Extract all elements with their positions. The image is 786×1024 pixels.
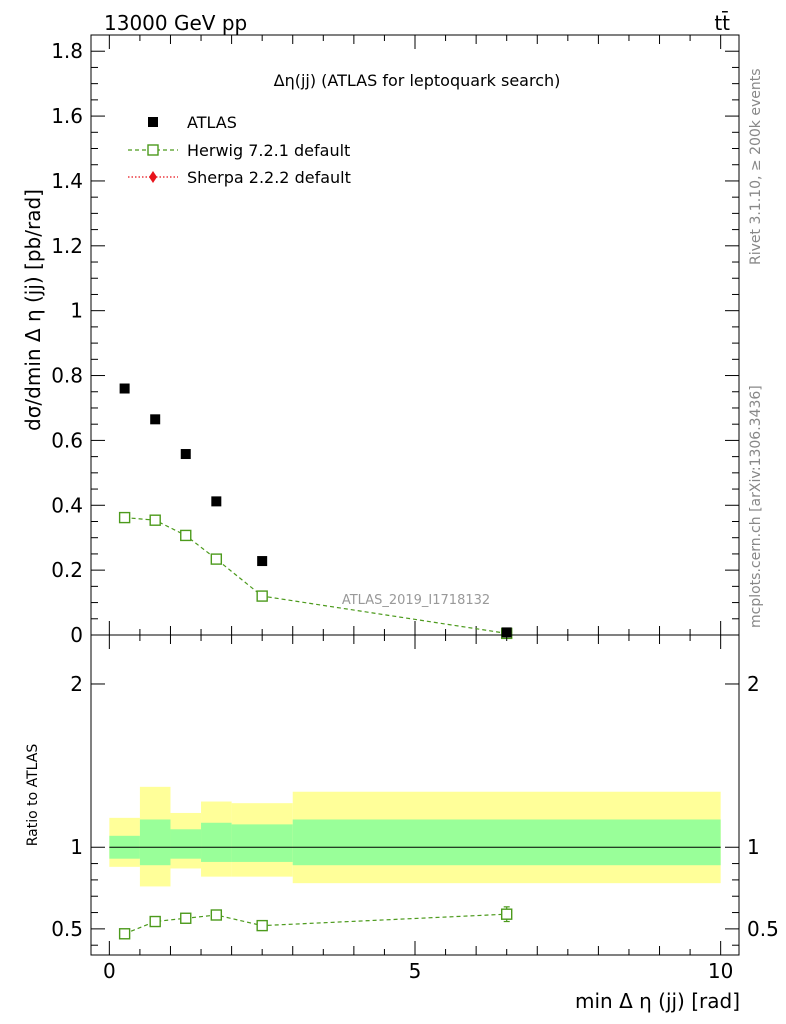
herwig-ratio-point [180,912,192,924]
legend-atlas-marker [148,117,158,127]
herwig-line [124,516,507,634]
watermark-label: ATLAS_2019_I1718132 [342,593,490,608]
ratio-plot-frame [90,634,740,956]
legend-herwig-label: Herwig 7.2.1 default [187,141,350,160]
atlas-point [211,496,222,507]
ratio-band-inner [139,819,171,866]
atlas-point [180,449,191,460]
herwig-ratio-point [256,919,268,932]
y-tick-label: 1.2 [51,234,83,258]
y-tick-label: 0 [70,623,83,647]
herwig-ratio-point [210,909,223,921]
x-axis-label: min Δ η (jj) [rad] [575,989,740,1013]
herwig-point [180,529,192,542]
x-tick-label: 10 [708,959,733,983]
y-tick-label: 0.4 [51,493,83,517]
ratio-data-layer [118,906,513,940]
herwig-point [256,590,268,602]
x-tick-labels: 0 5 10 [103,959,733,983]
legend-sherpa-label: Sherpa 2.2.2 default [187,168,351,187]
ratio-y-tick-label: 1 [70,835,83,859]
mcplots-label: mcplots.cern.ch [arXiv:1306.3436] [748,385,764,628]
herwig-point [149,514,161,526]
atlas-point [150,414,161,425]
process-label: tt̄ [714,10,730,35]
main-plot-panel: 0 0.2 0.4 0.6 0.8 1 1.2 1.4 1.6 1.8 Δη(jj) (ATLAS… [21,34,740,647]
ratio-y-tick-label-right: 2 [747,672,760,696]
y-tick-label: 1.4 [51,169,83,193]
herwig-point [118,511,131,524]
ratio-band-inner [292,819,721,866]
main-axis-ticks: 0 0.2 0.4 0.6 0.8 1 1.2 1.4 1.6 1.8 [51,35,739,647]
legend-sherpa-marker [149,171,157,183]
plot-title: Δη(jj) (ATLAS for leptoquark search) [274,71,561,90]
ratio-y-tick-label: 0.5 [51,917,83,941]
atlas-point [119,383,130,394]
x-tick-label: 0 [103,959,116,983]
x-tick-label: 5 [409,959,422,983]
ratio-y-tick-label-right: 1 [747,835,760,859]
y-tick-label: 0.2 [51,558,83,582]
ratio-y-tick-label: 2 [70,672,83,696]
legend: ATLAS Herwig 7.2.1 default Sherpa 2.2.2 … [128,113,351,187]
ratio-band-inner [201,822,232,862]
y-tick-label: 1.6 [51,104,83,128]
y-tick-label: 0.8 [51,364,83,388]
y-tick-label: 0.6 [51,428,83,452]
atlas-point [257,556,268,567]
ratio-y-axis-label: Ratio to ATLAS [25,744,41,847]
ratio-band-inner [231,824,293,862]
herwig-ratio-point [500,908,513,920]
herwig-ratio-point [118,928,131,940]
herwig-ratio-point [149,915,161,928]
ratio-uncertainty-bands [109,786,721,887]
herwig-ratio-line [124,913,507,935]
y-axis-label: dσ/dmin Δ η (jj) [pb/rad] [21,189,45,431]
energy-label: 13000 GeV pp [104,11,247,35]
herwig-point [210,553,223,565]
main-data-layer [118,383,513,640]
ratio-band-inner [170,829,202,859]
ratio-y-tick-label-right: 0.5 [747,917,779,941]
legend-herwig-marker [147,144,159,156]
ratio-axis-ticks: 0.5 0.5 1 1 2 2 [51,635,779,955]
y-tick-label: 1.8 [51,39,83,63]
ratio-plot-panel: 0.5 0.5 1 1 2 2 Ratio to ATLAS [25,634,779,956]
legend-atlas-label: ATLAS [187,113,237,132]
atlas-point [501,627,512,638]
rivet-label: Rivet 3.1.10, ≥ 200k events [748,68,764,265]
y-tick-label: 1 [70,299,83,323]
